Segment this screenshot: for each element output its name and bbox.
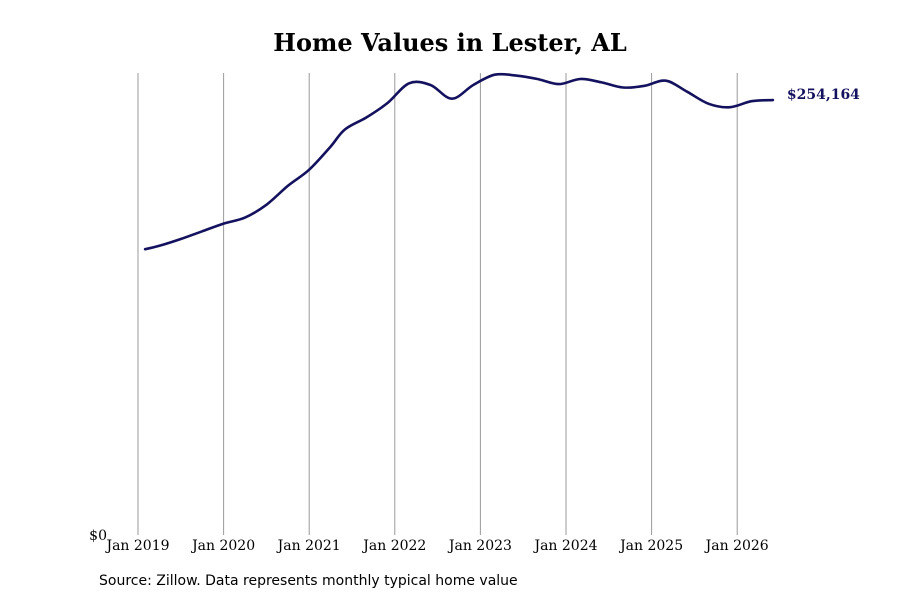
x-tick-label: Jan 2024 <box>532 538 597 554</box>
gridlines <box>137 73 738 535</box>
home-value-series-line <box>143 72 775 251</box>
x-tick-label: Jan 2020 <box>190 538 255 554</box>
x-tick-label: Jan 2021 <box>276 538 341 554</box>
chart-title: Home Values in Lester, AL <box>273 28 627 57</box>
x-tick-label: Jan 2025 <box>618 538 683 554</box>
tick-labels: Jan 2019 Jan 2020 Jan 2021 Jan 2022 Jan 2023… <box>89 87 860 554</box>
x-tick-label: Jan 2019 <box>104 538 169 554</box>
x-tick-label: Jan 2022 <box>361 538 426 554</box>
source-note: Source: Zillow. Data represents monthly … <box>99 573 518 589</box>
x-tick-label: Jan 2026 <box>704 538 769 554</box>
series-layer <box>143 72 775 251</box>
y-tick-label: $0 <box>89 528 107 544</box>
x-tick-label: Jan 2023 <box>447 538 512 554</box>
end-value-label: $254,164 <box>787 87 860 103</box>
